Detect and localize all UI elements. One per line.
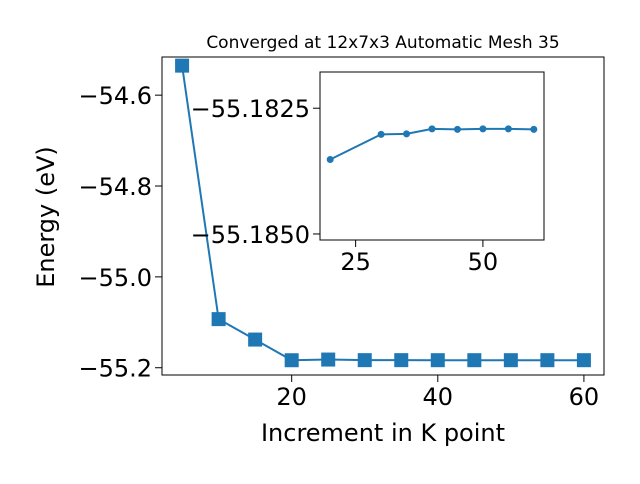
inset-data-point (326, 156, 334, 164)
main-chart-title: Converged at 12x7x3 Automatic Mesh 35 (206, 33, 559, 53)
inset-data-point (403, 130, 411, 138)
inset-data-point (377, 130, 385, 138)
main-x-tick-label: 40 (423, 383, 454, 411)
main-data-point (540, 353, 555, 368)
main-data-point (467, 353, 482, 368)
main-x-tick-label: 60 (569, 383, 600, 411)
main-data-point (503, 353, 518, 368)
main-data-point (284, 353, 299, 368)
main-y-axis-label: Energy (eV) (32, 146, 60, 288)
main-data-point (430, 353, 445, 368)
main-y-tick-label: −55.2 (78, 355, 152, 383)
main-y-tick-label: −54.6 (78, 82, 152, 110)
inset-y-tick-label: −55.1850 (191, 221, 310, 249)
main-data-point (175, 58, 190, 73)
inset-data-point (504, 125, 512, 133)
inset-x-tick-label: 50 (468, 248, 499, 276)
inset-y-tick-label: −55.1825 (191, 95, 310, 123)
main-data-point (248, 332, 263, 347)
inset-data-point (428, 125, 436, 133)
main-x-tick-label: 20 (276, 383, 307, 411)
main-data-point (576, 353, 591, 368)
inset-data-point (453, 125, 461, 133)
main-x-axis-label: Increment in K point (261, 419, 505, 447)
main-y-tick-label: −55.0 (78, 264, 152, 292)
inset-plot-area (319, 71, 545, 241)
main-data-point (321, 352, 336, 367)
main-data-point (357, 353, 372, 368)
main-data-point (211, 312, 226, 327)
inset-data-point (530, 125, 538, 133)
inset-series-line (329, 127, 534, 161)
main-y-tick-label: −54.8 (78, 173, 152, 201)
inset-data-point (479, 125, 487, 133)
inset-x-tick-label: 25 (340, 248, 371, 276)
main-data-point (394, 353, 409, 368)
